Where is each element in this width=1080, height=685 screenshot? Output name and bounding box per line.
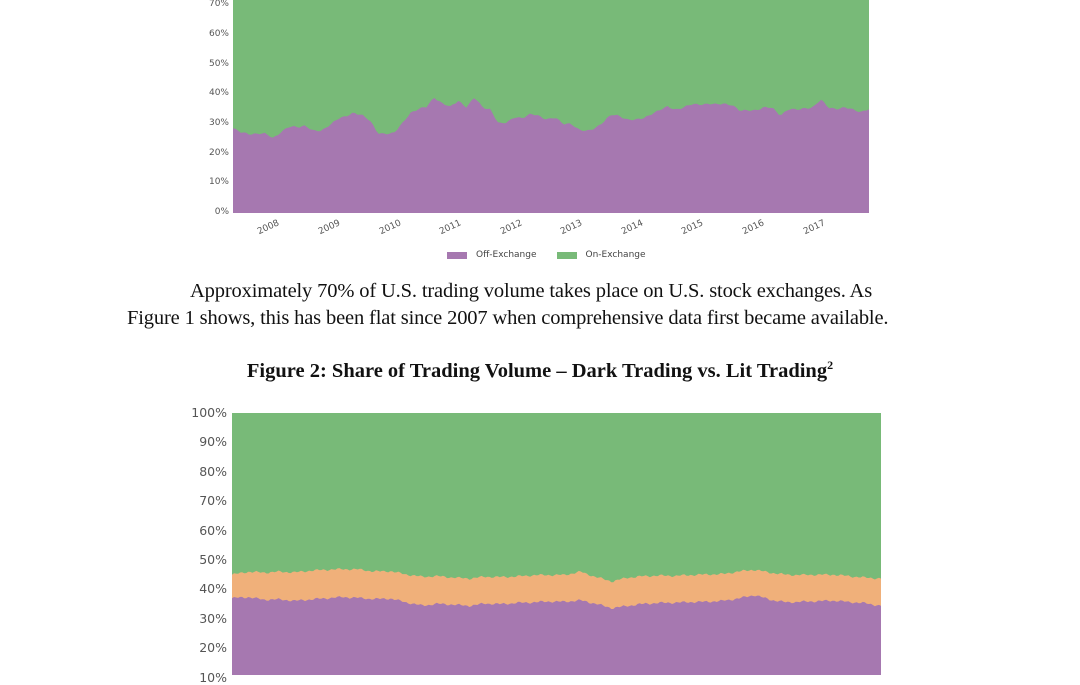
legend-item-off-exchange: Off-Exchange [447,250,537,260]
off-exchange-area [233,98,869,213]
legend-swatch-off-exchange [447,251,467,259]
y-tick-label: 0% [214,207,229,217]
x-tick-label: 2011 [438,218,464,238]
figure1-legend: Off-Exchange On-Exchange [447,250,646,260]
x-tick-label: 2008 [256,218,282,238]
y-tick-label: 90% [199,434,227,450]
y-tick-label: 20% [208,147,229,158]
y-tick-label: 80% [199,463,227,479]
y-tick-label: 100% [191,405,227,420]
y-tick-label: 30% [208,117,229,128]
x-tick-label: 2013 [559,218,585,238]
x-tick-label: 2009 [317,218,342,238]
paragraph-line-1: Approximately 70% of U.S. trading volume… [190,280,873,302]
y-tick-label: 50% [199,552,227,567]
figure1-plot-area [233,0,869,213]
legend-swatch-on-exchange [556,251,577,259]
y-tick-label: 60% [208,28,229,39]
x-tick-label: 2014 [619,218,645,238]
footnote-ref: 2 [827,358,834,372]
x-tick-label: 2017 [801,218,827,238]
bottom-purple-area [232,595,881,675]
figure2-title: Figure 2: Share of Trading Volume – Dark… [0,358,1080,383]
y-tick-label: 30% [199,610,227,626]
x-tick-label: 2012 [498,218,524,238]
y-tick-label: 40% [199,581,227,597]
legend-label: Off-Exchange [476,250,537,260]
figure2-title-text: Figure 2: Share of Trading Volume – Dark… [246,359,828,382]
y-tick-label: 50% [208,58,229,69]
legend-label: On-Exchange [585,250,646,260]
y-tick-label: 60% [199,522,227,538]
paragraph-line-2: Figure 1 shows, this has been flat since… [127,307,889,329]
y-tick-label: 70% [199,493,227,509]
legend-item-on-exchange: On-Exchange [556,250,646,260]
figure2-plot-area [232,413,881,675]
y-tick-label: 10% [208,177,229,188]
y-tick-label: 10% [199,669,227,685]
y-tick-label: 20% [199,640,227,656]
y-tick-label: 40% [208,88,229,99]
x-tick-label: 2016 [741,218,766,238]
x-tick-label: 2015 [680,218,706,238]
x-tick-label: 2010 [377,218,403,238]
y-tick-label: 70% [208,0,229,10]
